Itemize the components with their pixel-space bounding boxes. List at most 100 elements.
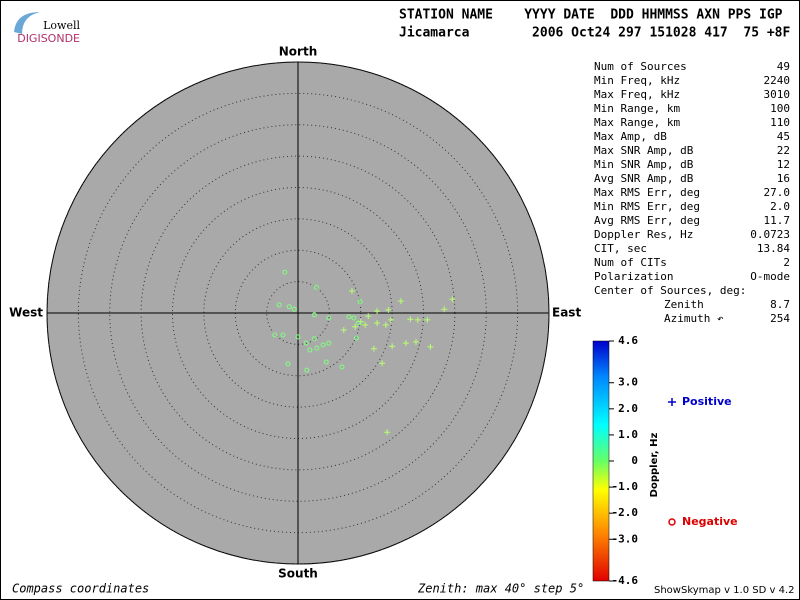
source-plus — [362, 321, 369, 328]
stat-value: 16 — [777, 172, 790, 185]
colorbar-label: Doppler, Hz — [649, 433, 660, 498]
source-plus — [407, 316, 414, 323]
colorbar-tick-label: -3.0 — [612, 532, 639, 545]
source-plus — [348, 288, 355, 295]
source-plus — [379, 360, 386, 367]
stat-value: 27.0 — [764, 186, 791, 199]
source-plus — [449, 296, 456, 303]
stat-label: Max Amp, dB — [594, 130, 667, 143]
source-circle — [326, 315, 332, 321]
colorbar-tick-label: 0 — [631, 454, 638, 467]
source-circle — [346, 314, 352, 320]
logo-bottom: DIGISONDE — [17, 32, 80, 45]
stat-label: Max Freq, kHz — [594, 88, 680, 101]
source-plus — [374, 308, 381, 315]
legend-marker — [668, 518, 676, 526]
source-circle — [272, 332, 278, 338]
source-circle — [276, 302, 282, 308]
stat-value: 2240 — [764, 74, 791, 87]
stat-label: Doppler Res, Hz — [594, 228, 693, 241]
colorbar-tick-label: -1.0 — [612, 480, 639, 493]
stat-value: 0.0723 — [750, 228, 790, 241]
center-label: Zenith — [664, 298, 704, 311]
colorbar-tick-label: 3.0 — [618, 376, 638, 389]
legend-label: Negative — [682, 515, 738, 528]
footer-right: ShowSkymap v 1.0 SD v 4.2 — [654, 585, 794, 596]
stat-label: Max RMS Err, deg — [594, 186, 700, 199]
center-title: Center of Sources, deg: — [594, 284, 746, 297]
source-circle — [311, 312, 317, 318]
source-plus — [414, 316, 421, 323]
source-circle — [307, 347, 313, 353]
direction-label: North — [279, 45, 317, 59]
source-plus — [385, 306, 392, 313]
direction-label: South — [278, 567, 318, 581]
source-plus — [424, 316, 431, 323]
stat-label: CIT, sec — [594, 242, 647, 255]
footer-middle: Zenith: max 40° step 5° — [417, 582, 584, 596]
source-circle — [314, 345, 320, 351]
colorbar-tick-label: 4.6 — [618, 334, 638, 347]
source-plus — [402, 340, 409, 347]
colorbar-tick-label: -4.6 — [612, 574, 639, 587]
source-circle — [291, 306, 297, 312]
source-plus — [427, 343, 434, 350]
source-circle — [285, 361, 291, 367]
source-plus — [387, 316, 394, 323]
source-circle — [304, 367, 310, 373]
source-circle — [311, 336, 317, 342]
stat-label: Max SNR Amp, dB — [594, 144, 694, 157]
source-circle — [326, 340, 332, 346]
source-plus — [382, 321, 389, 328]
source-circle — [353, 335, 359, 341]
colorbar-tick-label: 2.0 — [618, 402, 638, 415]
header-line: Jicamarca 2006 Oct24 297 151028 417 75 +… — [399, 26, 791, 41]
source-circle — [355, 320, 361, 326]
stat-label: Polarization — [594, 270, 673, 283]
source-circle — [339, 364, 345, 370]
source-circle — [303, 340, 309, 346]
center-value: 8.7 — [770, 298, 790, 311]
source-circle — [295, 334, 301, 340]
stat-label: Avg SNR Amp, dB — [594, 172, 694, 185]
header-line: STATION NAME YYYY DATE DDD HHMMSS AXN PP… — [399, 8, 783, 23]
colorbar — [592, 340, 610, 582]
footer-left: Compass coordinates — [12, 582, 149, 596]
stat-label: Min Range, km — [594, 102, 680, 115]
stat-label: Max Range, km — [594, 116, 680, 129]
source-plus — [340, 326, 347, 333]
stat-value: 45 — [777, 130, 790, 143]
colorbar-tick-label: 1.0 — [618, 428, 638, 441]
stat-value: 11.7 — [764, 214, 791, 227]
source-circle — [286, 304, 292, 310]
source-circle — [280, 332, 286, 338]
center-value: 254 — [770, 312, 790, 325]
source-circle — [320, 342, 326, 348]
stat-value: 12 — [777, 158, 790, 171]
source-circle — [313, 284, 319, 290]
source-plus — [384, 429, 391, 436]
stat-value: 3010 — [764, 88, 791, 101]
stat-value: 49 — [777, 60, 790, 73]
source-circle — [357, 299, 363, 305]
legend-label: Positive — [682, 395, 732, 408]
stat-label: Num of CITs — [594, 256, 667, 269]
source-plus — [352, 323, 359, 330]
direction-label: East — [552, 306, 581, 320]
source-plus — [441, 306, 448, 313]
source-plus — [397, 298, 404, 305]
stat-label: Avg RMS Err, deg — [594, 214, 700, 227]
source-circle — [323, 359, 329, 365]
stat-value: 2 — [783, 256, 790, 269]
source-plus — [370, 345, 377, 352]
stat-value: 100 — [770, 102, 790, 115]
center-label: Azimuth ↶ — [664, 312, 724, 325]
stat-value: 13.84 — [757, 242, 790, 255]
logo-swoosh — [14, 12, 40, 34]
source-circle — [282, 269, 288, 275]
stat-value: 22 — [777, 144, 790, 157]
stat-label: Min SNR Amp, dB — [594, 158, 694, 171]
stat-label: Num of Sources — [594, 60, 687, 73]
stat-label: Min Freq, kHz — [594, 74, 680, 87]
stat-label: Min RMS Err, deg — [594, 200, 700, 213]
